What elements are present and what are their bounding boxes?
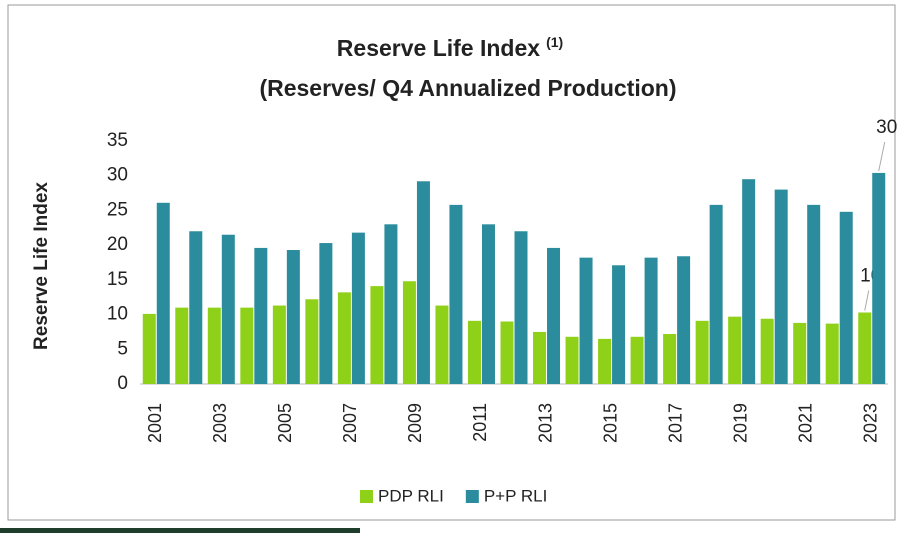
bar <box>793 322 807 384</box>
bar <box>156 202 170 384</box>
bar <box>207 307 221 384</box>
chart-title-line: Reserve Life Index (1) <box>337 34 563 61</box>
bar <box>709 204 723 384</box>
bar <box>286 250 300 384</box>
bar <box>514 231 528 384</box>
bar <box>240 307 254 384</box>
bar <box>402 281 416 384</box>
x-tick-label: 2011 <box>470 403 490 442</box>
x-tick-label: 2001 <box>145 403 165 443</box>
bar <box>807 204 821 384</box>
bar <box>500 321 514 384</box>
bar <box>189 231 203 384</box>
y-tick-label: 20 <box>107 234 128 255</box>
bar <box>760 318 774 384</box>
x-tick-label: 2009 <box>405 403 425 443</box>
bar <box>612 265 626 384</box>
decor-bar <box>0 528 360 533</box>
bar <box>774 189 788 384</box>
bar <box>547 247 561 384</box>
bar <box>677 256 691 384</box>
y-tick-label: 0 <box>117 373 128 394</box>
chart-subtitle: (Reserves/ Q4 Annualized Production) <box>259 75 676 101</box>
x-tick-label: 2013 <box>535 403 555 443</box>
bar <box>644 257 658 384</box>
bar <box>305 299 319 384</box>
bar <box>254 247 268 384</box>
bar <box>630 336 644 384</box>
x-tick-label: 2005 <box>275 403 295 443</box>
bar <box>449 204 463 384</box>
legend-label: PDP RLI <box>378 486 444 505</box>
bar <box>742 179 756 384</box>
bar <box>598 338 612 384</box>
bar <box>728 316 742 384</box>
x-tick-label: 2015 <box>600 403 620 443</box>
value-label-leader <box>864 290 870 311</box>
bar <box>384 224 398 384</box>
x-tick-label: 2021 <box>795 403 815 443</box>
bar <box>142 313 156 384</box>
bar <box>337 292 351 384</box>
y-axis-label: Reserve Life Index <box>31 182 52 350</box>
chart-title: Reserve Life Index <box>337 35 540 61</box>
y-tick-label: 30 <box>107 165 128 186</box>
value-label-leader <box>878 141 886 172</box>
bar <box>370 286 384 384</box>
bar <box>221 234 235 384</box>
bar <box>695 320 709 384</box>
bar <box>565 336 579 384</box>
legend-swatch <box>360 490 373 503</box>
x-tick-label: 2003 <box>210 403 230 443</box>
bar <box>533 331 547 384</box>
title-note: (1) <box>546 34 563 50</box>
y-tick-label: 25 <box>107 199 128 220</box>
bar <box>481 224 495 384</box>
x-tick-label: 2007 <box>340 403 360 443</box>
bar <box>872 172 886 384</box>
x-tick-label: 2017 <box>665 403 685 443</box>
bar <box>663 334 677 384</box>
bar <box>435 305 449 384</box>
bar <box>467 320 481 384</box>
bar <box>825 323 839 384</box>
bar <box>351 232 365 384</box>
value-label: 30 <box>876 117 897 138</box>
bar <box>175 307 189 384</box>
x-tick-label: 2023 <box>860 403 880 443</box>
bar <box>858 312 872 384</box>
bar <box>839 211 853 384</box>
bar <box>319 243 333 384</box>
y-tick-label: 10 <box>107 304 128 325</box>
y-tick-label: 35 <box>107 130 128 151</box>
y-tick-label: 15 <box>107 269 128 290</box>
bar <box>272 305 286 384</box>
bar <box>416 181 430 384</box>
legend-label: P+P RLI <box>484 486 547 505</box>
bar <box>579 257 593 384</box>
y-tick-label: 5 <box>117 338 128 359</box>
legend-swatch <box>465 490 479 503</box>
x-tick-label: 2019 <box>730 403 750 443</box>
